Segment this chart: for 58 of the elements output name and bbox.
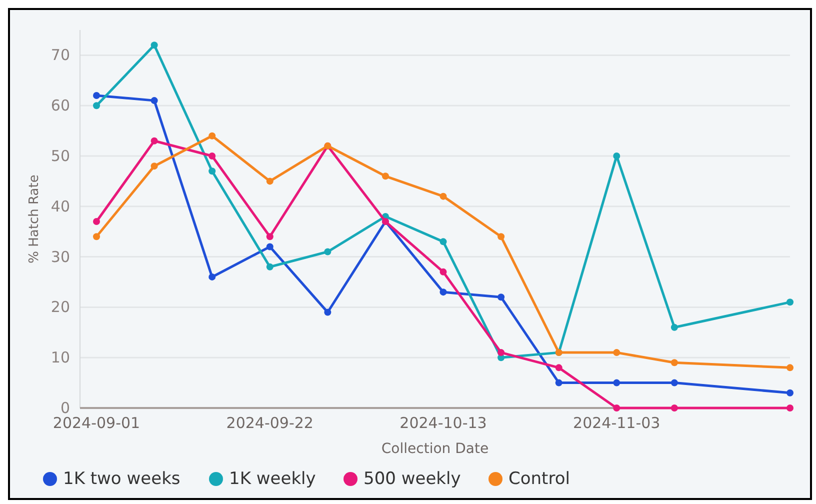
y-tick-label: 0 (60, 399, 70, 417)
point (498, 294, 505, 301)
point (150, 97, 158, 104)
point (498, 233, 505, 240)
point (786, 298, 794, 306)
legend-label: 500 weekly (364, 469, 461, 489)
point (440, 268, 447, 276)
point (324, 248, 332, 256)
point (93, 218, 100, 226)
y-tick-label: 50 (50, 147, 70, 165)
point (266, 263, 274, 270)
y-tick-label: 60 (50, 96, 70, 115)
point (324, 308, 332, 316)
point (670, 324, 678, 331)
x-tick-label: 2024-10-13 (400, 414, 487, 432)
point (150, 42, 158, 49)
point (670, 359, 678, 366)
point (208, 168, 216, 175)
point (613, 404, 620, 412)
point (498, 349, 505, 356)
y-axis-title: % Hatch Rate (27, 174, 42, 264)
point (555, 379, 562, 386)
point (208, 132, 216, 140)
point (150, 162, 158, 170)
point (555, 364, 562, 372)
point (613, 152, 620, 160)
point (613, 379, 620, 386)
point (786, 364, 794, 372)
point (786, 389, 794, 396)
legend-label: 1K weekly (229, 469, 316, 489)
y-tick-label: 30 (50, 248, 70, 266)
point (440, 192, 447, 200)
legend-label: 1K two weeks (63, 469, 180, 489)
point (266, 233, 274, 240)
x-tick-label: 2024-09-01 (52, 414, 140, 432)
point (93, 233, 100, 240)
point (613, 349, 620, 356)
point (670, 379, 678, 386)
point (150, 137, 158, 144)
point (208, 273, 216, 280)
point (440, 238, 447, 246)
y-tick-label: 20 (50, 298, 70, 316)
y-tick-label: 40 (50, 197, 70, 216)
point (266, 243, 274, 250)
point (670, 404, 678, 412)
point (440, 288, 447, 296)
x-tick-label: 2024-09-22 (226, 414, 314, 432)
y-tick-label: 70 (50, 46, 70, 64)
point (93, 92, 100, 100)
x-tick-label: 2024-11-03 (573, 414, 660, 432)
y-tick-label: 10 (50, 348, 70, 367)
point (786, 404, 794, 412)
point (93, 102, 100, 110)
point (266, 178, 274, 185)
x-axis-title: Collection Date (381, 441, 489, 457)
point (382, 172, 389, 180)
legend-label: Control (508, 469, 570, 489)
point (208, 152, 216, 160)
